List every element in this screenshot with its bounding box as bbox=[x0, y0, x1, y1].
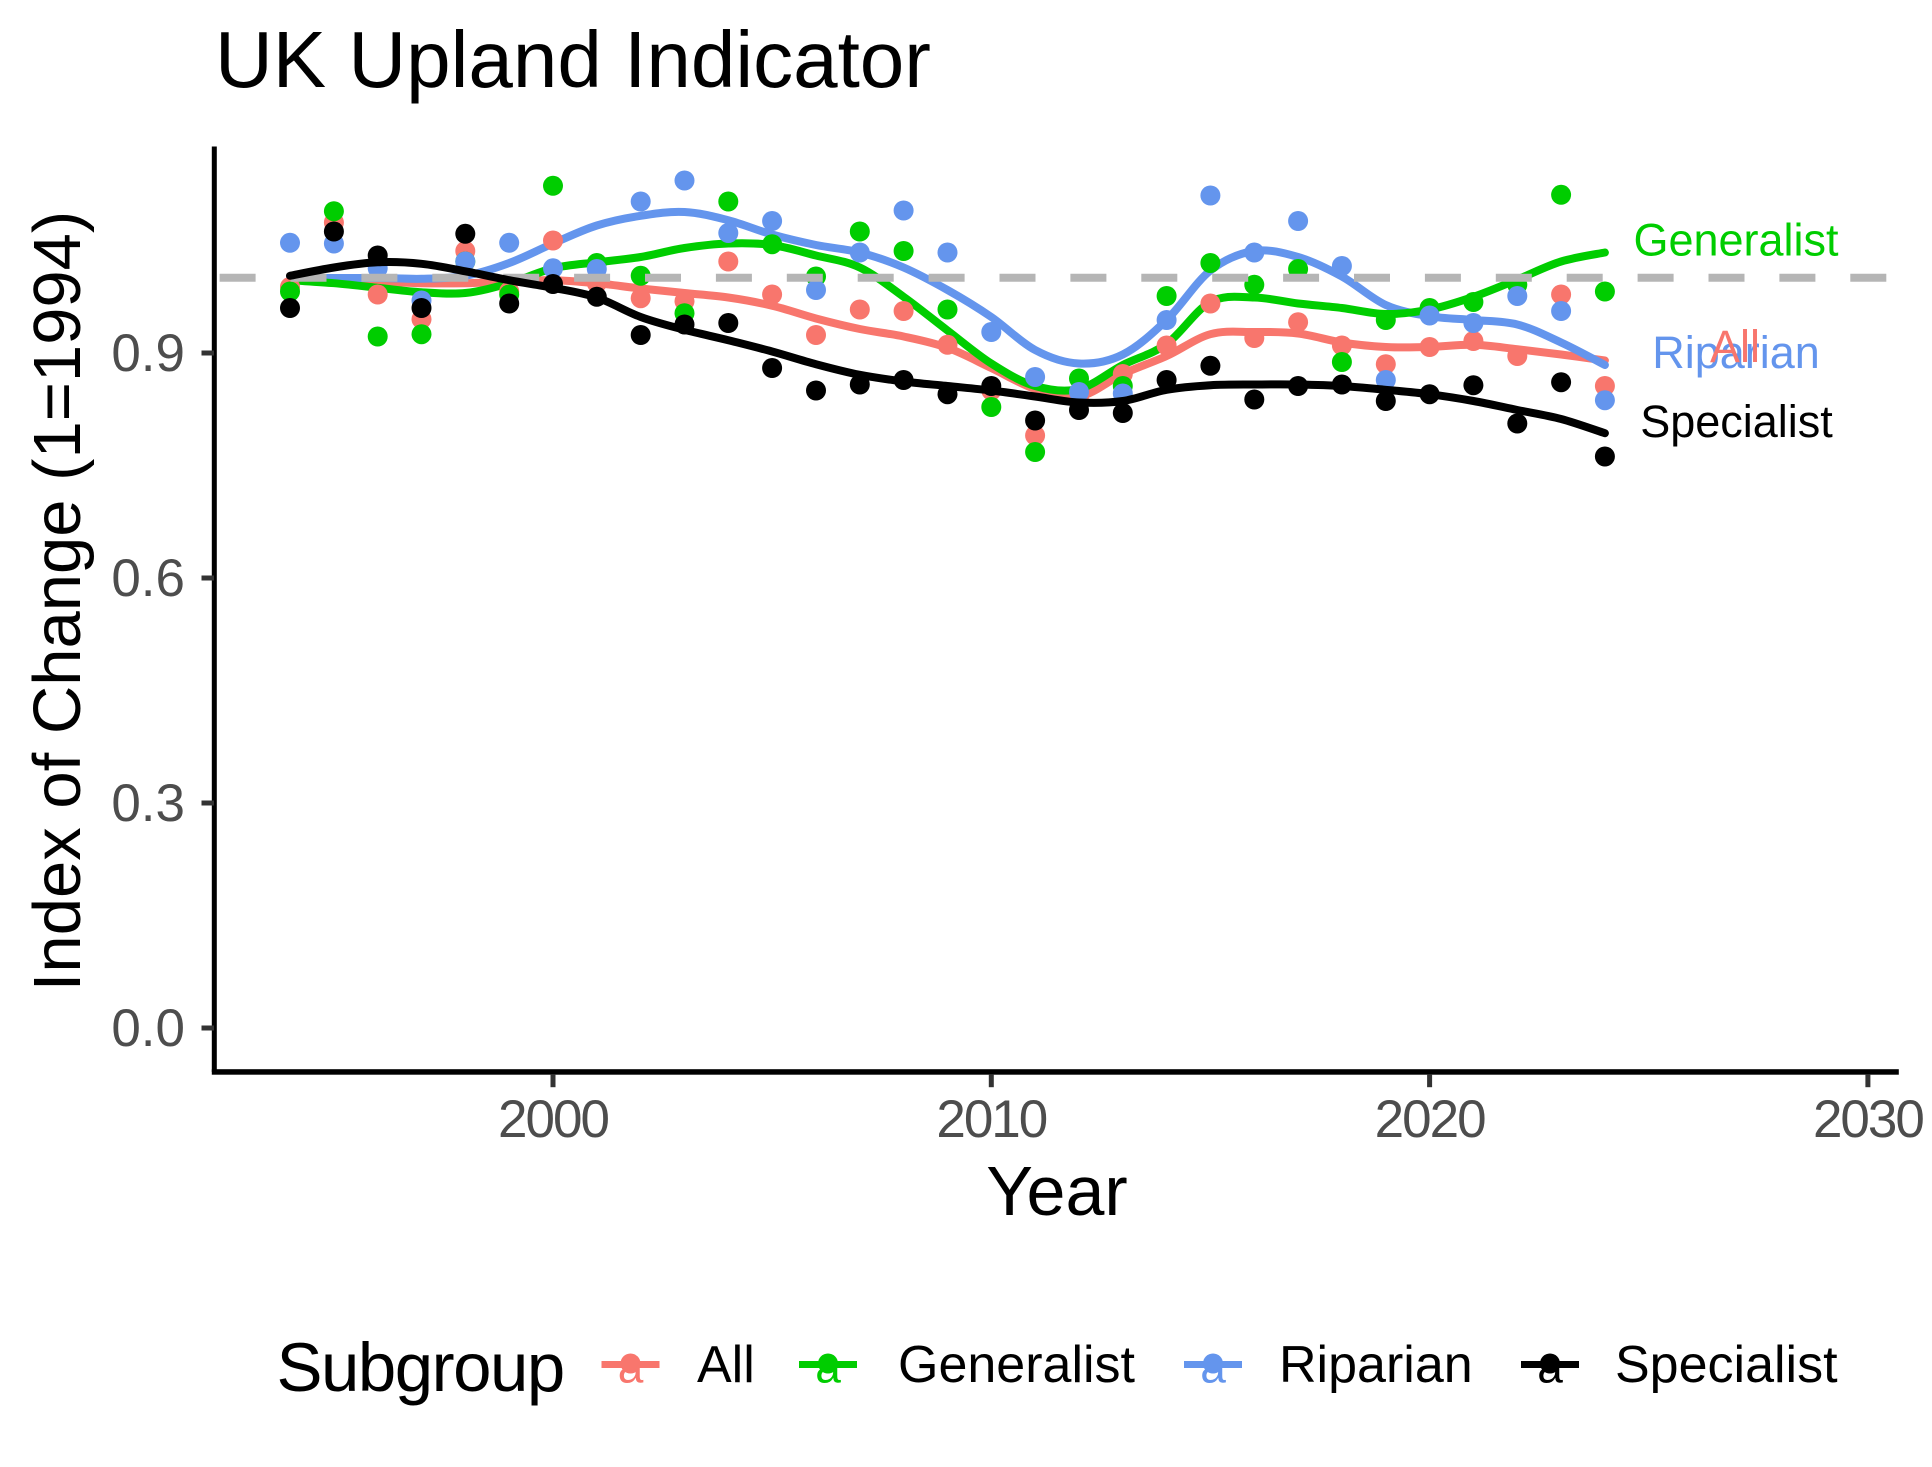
svg-text:Riparian: Riparian bbox=[1652, 327, 1820, 378]
svg-text:2020: 2020 bbox=[1375, 1090, 1485, 1149]
svg-text:Subgroup: Subgroup bbox=[277, 1329, 564, 1406]
svg-text:Riparian: Riparian bbox=[1279, 1336, 1473, 1394]
svg-text:All: All bbox=[1710, 321, 1760, 372]
svg-text:2000: 2000 bbox=[498, 1090, 608, 1149]
svg-text:Generalist: Generalist bbox=[898, 1336, 1136, 1394]
svg-text:Specialist: Specialist bbox=[1640, 396, 1833, 447]
svg-text:0.9: 0.9 bbox=[111, 324, 185, 383]
svg-text:2030: 2030 bbox=[1813, 1090, 1923, 1149]
svg-text:All: All bbox=[697, 1336, 755, 1394]
svg-text:Year: Year bbox=[986, 1152, 1127, 1230]
svg-text:UK Upland Indicator: UK Upland Indicator bbox=[215, 15, 931, 104]
svg-text:0.0: 0.0 bbox=[111, 999, 185, 1058]
svg-text:2010: 2010 bbox=[936, 1090, 1046, 1149]
svg-text:0.3: 0.3 bbox=[111, 774, 185, 833]
svg-text:0.6: 0.6 bbox=[111, 549, 185, 608]
svg-text:Generalist: Generalist bbox=[1633, 215, 1839, 266]
svg-text:Index of Change (1=1994): Index of Change (1=1994) bbox=[20, 211, 95, 991]
svg-text:Specialist: Specialist bbox=[1615, 1336, 1838, 1394]
